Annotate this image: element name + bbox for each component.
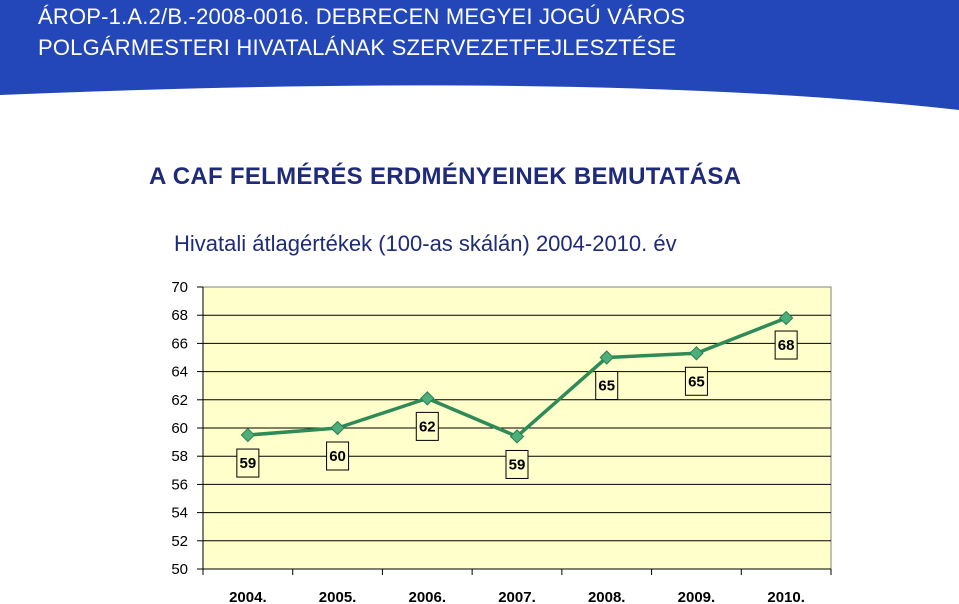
- y-tick-label: 62: [171, 392, 188, 409]
- y-tick-label: 70: [171, 279, 188, 296]
- section-title: A CAF FELMÉRÉS ERDMÉNYEINEK BEMUTATÁSA: [149, 163, 742, 190]
- data-label-box: [236, 448, 260, 478]
- y-tick-label: 66: [171, 335, 188, 352]
- y-tick-label: 50: [171, 561, 188, 578]
- data-point-marker: [240, 427, 256, 443]
- x-tick-label: 2009.: [678, 589, 716, 604]
- data-label-box: [774, 330, 798, 360]
- header-title-line-2: POLGÁRMESTERI HIVATALÁNAK SZERVEZETFEJLE…: [38, 35, 677, 60]
- header-band-shape: [0, 0, 959, 110]
- y-tick-label: 60: [171, 420, 188, 437]
- header-title-line-1: ÁROP-1.A.2/B.-2008-0016. DEBRECEN MEGYEI…: [38, 4, 686, 29]
- x-tick-label: 2004.: [229, 589, 267, 604]
- y-tick-label: 56: [171, 476, 188, 493]
- chart-title: Hivatali átlagértékek (100-as skálán) 20…: [174, 231, 677, 256]
- data-label: 60: [329, 448, 346, 465]
- data-label-box: [415, 411, 439, 441]
- data-label: 62: [419, 418, 436, 435]
- data-point-marker: [330, 420, 345, 436]
- x-tick-label: 2010.: [767, 589, 805, 604]
- data-label-box: [326, 441, 350, 471]
- y-tick-label: 54: [171, 505, 188, 522]
- data-point-marker: [509, 429, 525, 444]
- data-point-marker: [778, 310, 794, 326]
- data-label-box: [595, 371, 619, 400]
- data-label: 65: [688, 373, 705, 390]
- y-tick-label: 58: [171, 448, 188, 465]
- y-tick-label: 64: [171, 364, 188, 381]
- data-label-box: [684, 366, 708, 396]
- line-chart: 50 52 54 56 58 60 62 64 66 68 70 2004. 2005. 2006. 200…: [171, 279, 832, 604]
- y-tick-label: 52: [171, 533, 188, 550]
- data-label-box: [505, 449, 529, 479]
- data-label: 68: [778, 337, 795, 354]
- x-tick-label: 2007.: [498, 589, 536, 604]
- header-band: [0, 0, 959, 110]
- data-point-marker: [689, 346, 704, 361]
- y-tick-label: 68: [171, 307, 188, 324]
- x-tick-label: 2006.: [409, 589, 447, 604]
- x-tick-label: 2005.: [319, 589, 357, 604]
- data-label: 65: [598, 378, 615, 395]
- data-label: 59: [240, 455, 257, 472]
- x-tick-label: 2008.: [588, 589, 626, 604]
- data-point-marker: [599, 350, 614, 365]
- data-label: 59: [509, 456, 526, 473]
- data-point-marker: [420, 391, 435, 406]
